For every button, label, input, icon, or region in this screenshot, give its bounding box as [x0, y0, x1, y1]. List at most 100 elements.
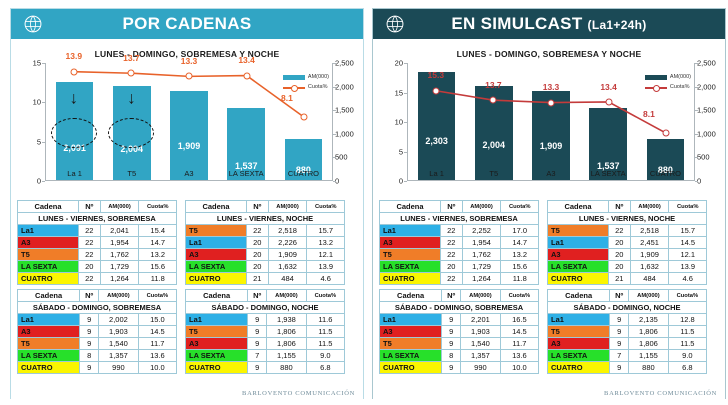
table-header-cell: Nº [247, 289, 268, 302]
cell-am: 1,155 [628, 349, 669, 362]
cell-cuota: 6.8 [667, 361, 708, 374]
bar-value-label: 2,091 [63, 142, 86, 153]
table-data-row: La1 9 2,135 12.8 [546, 313, 708, 326]
table-header-row: Cadena Nº AM(000) Cuota% [378, 289, 540, 302]
chart-plot: 0 5 10 15 0 500 1,000 1,500 2,000 2,500 2,091 2,004… [33, 51, 354, 185]
table-caption: LUNES - VIERNES, NOCHE [547, 212, 707, 225]
bar-slot: 880 [275, 63, 332, 180]
cell-cuota: 14.5 [668, 236, 707, 249]
bar: 880 [284, 138, 323, 180]
cell-numero: 9 [79, 313, 100, 326]
table-header-cell: AM(000) [99, 200, 140, 213]
table-data-row: A3 22 1,954 14.7 [379, 236, 539, 249]
chart-area: LUNES - DOMINGO, SOBREMESA Y NOCHE 0 5 10 15… [377, 43, 721, 198]
table-header-cell: Cadena [546, 289, 611, 302]
panel-header: POR CADENAS [11, 9, 363, 39]
x-axis-labels: La 1 T5 A3 LA SEXTA CUATRO [408, 167, 694, 179]
legend-label-bar: AM(000) [669, 74, 691, 80]
cell-numero: 9 [609, 325, 630, 338]
table-data-row: La1 9 1,938 11.6 [184, 313, 346, 326]
legend-swatch-line [282, 84, 305, 92]
y-tick-mark-left [404, 122, 407, 123]
cell-am: 1,806 [628, 337, 669, 350]
table-header-cell: Cuota% [305, 289, 346, 302]
chart-title: LUNES - DOMINGO, SOBREMESA Y NOCHE [456, 49, 642, 59]
table-header-cell: Nº [79, 289, 100, 302]
table-data-row: CUATRO 21 484 4.6 [185, 272, 345, 285]
cell-am: 1,903 [98, 325, 139, 338]
table-header-cell: Nº [441, 289, 462, 302]
x-label-cell: LA SEXTA [218, 167, 275, 179]
table-data-row: La1 9 2,201 16.5 [378, 313, 540, 326]
cell-cadena: T5 [184, 325, 249, 338]
cuota-marker [70, 68, 78, 76]
cell-cadena: La1 [16, 313, 81, 326]
cell-am: 1,903 [460, 325, 501, 338]
cell-am: 990 [460, 361, 501, 374]
data-table: SÁBADO - DOMINGO, NOCHE Cadena Nº AM(000) Cu… [546, 289, 708, 374]
cell-cuota: 15.6 [500, 260, 539, 273]
table-data-row: LA SEXTA 20 1,632 13.9 [185, 260, 345, 273]
cell-numero: 20 [608, 236, 631, 249]
cell-cuota: 11.8 [500, 272, 539, 285]
cell-cuota: 12.1 [306, 248, 345, 261]
cell-am: 2,135 [628, 313, 669, 326]
x-label-cell: CUATRO [637, 167, 694, 179]
chart-legend: AM(000) Cuota% [282, 73, 329, 93]
cuota-marker [432, 87, 440, 95]
cell-cuota: 11.6 [305, 313, 346, 326]
data-table: LUNES - VIERNES, NOCHE Cadena Nº AM(000) Cuo… [185, 200, 345, 285]
x-label-cell: T5 [103, 167, 160, 179]
cell-am: 1,954 [99, 236, 140, 249]
table-data-row: A3 9 1,903 14.5 [378, 325, 540, 338]
cell-am: 1,540 [98, 337, 139, 350]
legend-label-bar: AM(000) [307, 74, 329, 80]
table-header-cell: Cuota% [306, 200, 345, 213]
cell-am: 990 [98, 361, 139, 374]
y-tick-left: 5 [398, 147, 403, 156]
table-header-cell: Cadena [547, 200, 609, 213]
credit-label: BARLOVENTO COMUNICACIÓN [242, 390, 355, 397]
x-axis-label: CUATRO [287, 169, 319, 178]
cell-numero: 7 [609, 349, 630, 362]
cell-cuota: 12.8 [667, 313, 708, 326]
table-data-row: LA SEXTA 20 1,729 15.6 [379, 260, 539, 273]
cell-cuota: 11.7 [137, 337, 178, 350]
cell-numero: 20 [439, 260, 463, 273]
data-table: LUNES - VIERNES, NOCHE Cadena Nº AM(000) Cuo… [547, 200, 707, 285]
cell-numero: 8 [441, 349, 462, 362]
cell-cuota: 15.7 [306, 224, 345, 237]
cell-cadena: T5 [185, 224, 247, 237]
x-label-cell: La 1 [408, 167, 465, 179]
cell-cuota: 9.0 [305, 349, 346, 362]
table-row-group: SÁBADO - DOMINGO, SOBREMESA Cadena Nº AM(00… [16, 289, 357, 374]
chart-area: LUNES - DOMINGO, SOBREMESA Y NOCHE 0 5 10 15… [15, 43, 359, 198]
table-header-row: Cadena Nº AM(000) Cuota% [185, 200, 345, 213]
cell-am: 1,264 [461, 272, 502, 285]
cell-am: 2,518 [267, 224, 308, 237]
y-tick-right: 1,000 [335, 129, 354, 139]
table-header-cell: Cadena [185, 200, 247, 213]
table-data-row: LA SEXTA 20 1,632 13.9 [547, 260, 707, 273]
table-data-row: A3 22 1,954 14.7 [17, 236, 177, 249]
legend-item-bar: AM(000) [644, 73, 691, 81]
table-header-cell: Cadena [184, 289, 249, 302]
cell-cadena: A3 [185, 248, 247, 261]
cell-numero: 9 [441, 361, 462, 374]
x-axis-label: LA SEXTA [228, 169, 264, 178]
y-tick-right: 500 [335, 152, 348, 162]
cell-cadena: La1 [547, 236, 609, 249]
table-header-row: Cadena Nº AM(000) Cuota% [184, 289, 346, 302]
cuota-marker [489, 96, 497, 104]
table-header-cell: Cadena [17, 200, 79, 213]
table-caption-row: SÁBADO - DOMINGO, SOBREMESA [379, 301, 539, 314]
table-data-row: A3 9 1,903 14.5 [16, 325, 178, 338]
y-axis-right [332, 63, 333, 181]
cell-am: 1,729 [99, 260, 140, 273]
cell-cadena: CUATRO [546, 361, 611, 374]
cell-cuota: 14.5 [499, 325, 540, 338]
cell-cadena: CUATRO [184, 361, 249, 374]
cell-cuota: 4.6 [668, 272, 707, 285]
cell-cadena: A3 [16, 325, 81, 338]
y-tick-right: 1,500 [697, 105, 716, 115]
